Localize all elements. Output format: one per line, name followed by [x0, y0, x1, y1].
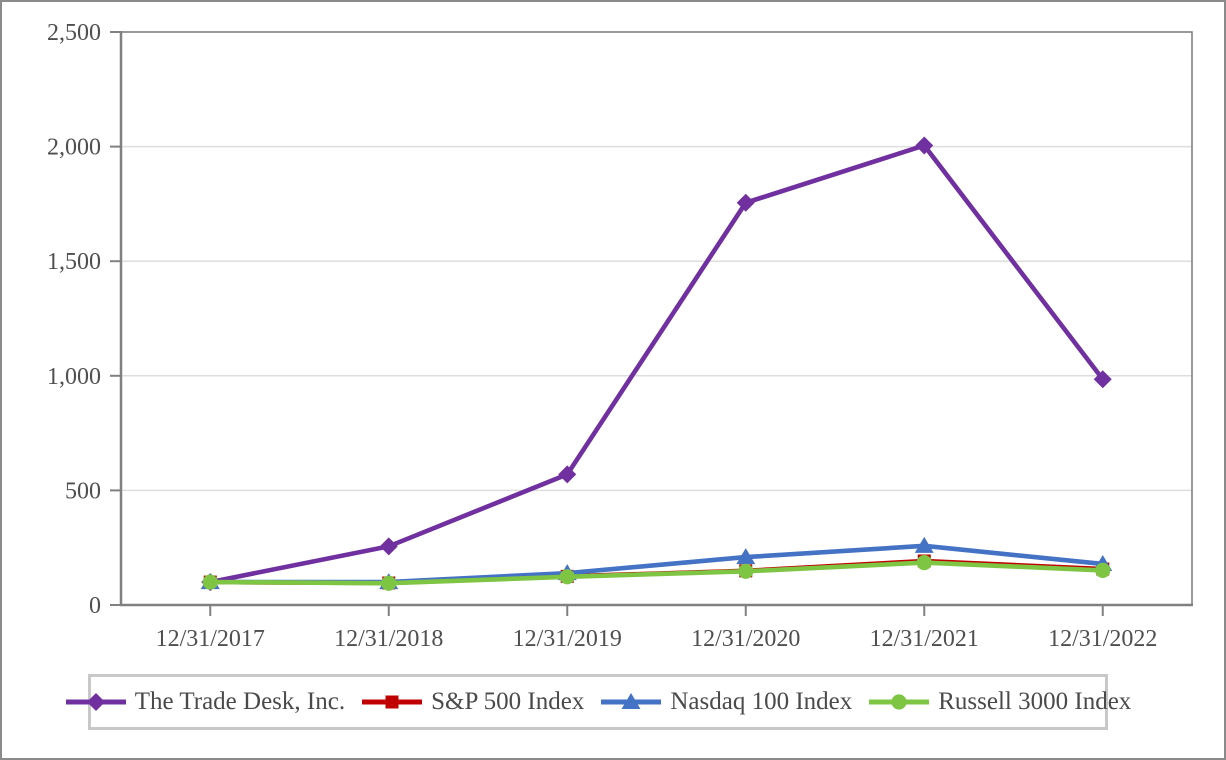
legend-marker-sample	[385, 695, 399, 709]
series-marker-russell-3000-index	[916, 554, 932, 571]
y-axis-label: 0	[89, 593, 101, 619]
chart-legend: The Trade Desk, Inc. S&P 500 Index Nasdaq …	[65, 674, 1131, 730]
series-marker-russell-3000-index	[559, 569, 575, 585]
legend-label: The Trade Desk, Inc.	[134, 688, 346, 715]
series-line-the-trade-desk-inc	[207, 142, 1106, 585]
series-marker-russell-3000-index	[202, 574, 218, 590]
series-marker-russell-3000-index	[381, 575, 397, 591]
series-marker-russell-3000-index	[1095, 562, 1111, 578]
x-axis-label: 12/31/2020	[691, 626, 800, 652]
legend-item-russell-3000-index: Russell 3000 Index	[868, 688, 1131, 716]
legend-marker-triangle-icon	[601, 693, 662, 709]
y-axis-label: 2,500	[47, 20, 101, 46]
legend-label: Russell 3000 Index	[938, 688, 1132, 715]
series-line-russell-3000-index	[207, 560, 1106, 586]
x-axis-label: 12/31/2018	[334, 626, 443, 652]
legend-marker-sample	[621, 693, 641, 709]
x-axis-label: 12/31/2021	[870, 626, 979, 652]
series-marker-russell-3000-index	[738, 563, 754, 579]
y-axis-label: 1,500	[47, 249, 101, 275]
legend-marker-sample	[86, 693, 105, 711]
series-marker-nasdaq-100-index	[914, 536, 934, 553]
legend-marker-sample	[891, 694, 907, 710]
series-marker-the-trade-desk-inc	[558, 465, 577, 484]
legend-label: S&P 500 Index	[431, 688, 585, 715]
y-axis-label: 2,000	[47, 135, 101, 161]
series-marker-the-trade-desk-inc	[1093, 370, 1112, 389]
legend-item-the-trade-desk-inc: The Trade Desk, Inc.	[65, 688, 345, 716]
y-axis-label: 1,000	[47, 364, 101, 390]
series-marker-the-trade-desk-inc	[736, 193, 755, 212]
legend-label: Nasdaq 100 Index	[670, 688, 853, 715]
x-axis-label: 12/31/2019	[513, 626, 622, 652]
legend-marker-diamond-icon	[65, 693, 126, 711]
series-marker-the-trade-desk-inc	[915, 136, 934, 155]
legend-marker-square-icon	[362, 695, 423, 709]
performance-line-chart: 0 500 1,000 1,500 2,000 2,500 12/31/2017 12/31/…	[47, 20, 1193, 652]
x-axis-label: 12/31/2017	[156, 626, 265, 652]
legend-item-nasdaq-100-index: Nasdaq 100 Index	[600, 688, 852, 716]
legend-item-s-p-500-index: S&P 500 Index	[361, 688, 584, 716]
legend-marker-circle-icon	[869, 694, 930, 710]
y-axis-label: 500	[65, 478, 101, 504]
x-axis-label: 12/31/2022	[1048, 626, 1157, 652]
series-marker-nasdaq-100-index	[736, 548, 756, 565]
plot-border	[120, 31, 1193, 606]
series-marker-the-trade-desk-inc	[379, 537, 398, 556]
